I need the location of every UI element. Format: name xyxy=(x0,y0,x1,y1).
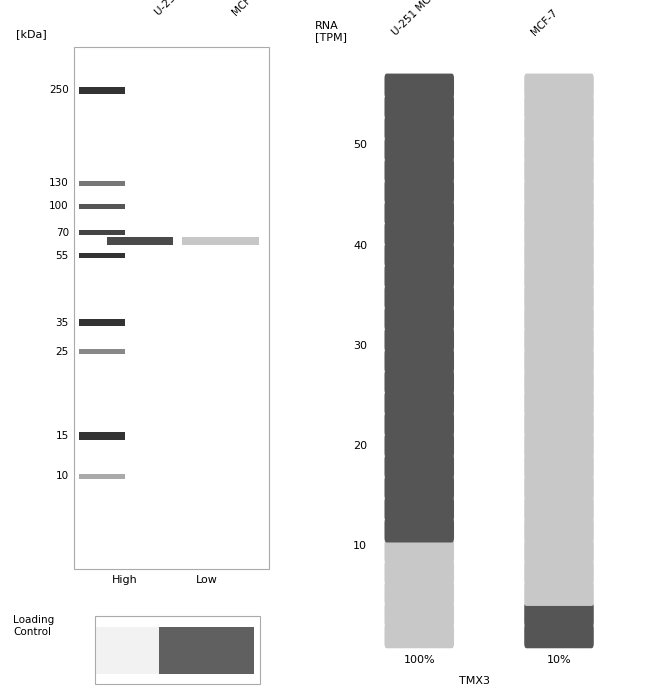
Text: TMX3: TMX3 xyxy=(459,676,490,685)
FancyBboxPatch shape xyxy=(385,581,454,606)
FancyBboxPatch shape xyxy=(524,180,594,204)
FancyBboxPatch shape xyxy=(79,253,125,258)
Text: 130: 130 xyxy=(49,178,69,188)
Text: 100%: 100% xyxy=(404,655,435,665)
FancyBboxPatch shape xyxy=(524,116,594,140)
FancyBboxPatch shape xyxy=(524,624,594,648)
FancyBboxPatch shape xyxy=(385,475,454,500)
FancyBboxPatch shape xyxy=(385,497,454,521)
FancyBboxPatch shape xyxy=(524,158,594,183)
FancyBboxPatch shape xyxy=(524,328,594,352)
Text: 250: 250 xyxy=(49,86,69,95)
FancyBboxPatch shape xyxy=(524,73,594,98)
FancyBboxPatch shape xyxy=(385,243,454,267)
FancyBboxPatch shape xyxy=(524,137,594,162)
FancyBboxPatch shape xyxy=(385,158,454,183)
FancyBboxPatch shape xyxy=(524,455,594,479)
FancyBboxPatch shape xyxy=(79,432,125,439)
Text: 55: 55 xyxy=(55,251,69,261)
Text: 100: 100 xyxy=(49,202,69,211)
FancyBboxPatch shape xyxy=(524,560,594,585)
FancyBboxPatch shape xyxy=(75,47,269,569)
FancyBboxPatch shape xyxy=(385,433,454,458)
Text: MCF-7: MCF-7 xyxy=(530,8,560,38)
FancyBboxPatch shape xyxy=(524,475,594,500)
FancyBboxPatch shape xyxy=(385,539,454,564)
Text: [kDa]: [kDa] xyxy=(16,30,47,39)
FancyBboxPatch shape xyxy=(385,73,454,98)
Text: 15: 15 xyxy=(55,430,69,441)
Text: 35: 35 xyxy=(55,318,69,328)
FancyBboxPatch shape xyxy=(79,86,125,94)
FancyBboxPatch shape xyxy=(79,204,125,209)
FancyBboxPatch shape xyxy=(524,391,594,415)
FancyBboxPatch shape xyxy=(524,603,594,627)
FancyBboxPatch shape xyxy=(385,518,454,542)
FancyBboxPatch shape xyxy=(79,474,125,479)
Text: U-251 MG: U-251 MG xyxy=(390,0,434,38)
FancyBboxPatch shape xyxy=(385,116,454,140)
Text: 10: 10 xyxy=(56,471,69,482)
FancyBboxPatch shape xyxy=(79,181,125,186)
FancyBboxPatch shape xyxy=(385,560,454,585)
Text: 25: 25 xyxy=(55,347,69,357)
Text: 30: 30 xyxy=(353,341,367,351)
FancyBboxPatch shape xyxy=(94,616,261,684)
FancyBboxPatch shape xyxy=(524,306,594,331)
Text: 20: 20 xyxy=(353,441,367,451)
FancyBboxPatch shape xyxy=(79,229,125,236)
FancyBboxPatch shape xyxy=(159,627,254,674)
FancyBboxPatch shape xyxy=(524,518,594,542)
FancyBboxPatch shape xyxy=(524,581,594,606)
FancyBboxPatch shape xyxy=(385,328,454,352)
FancyBboxPatch shape xyxy=(385,455,454,479)
FancyBboxPatch shape xyxy=(385,370,454,395)
FancyBboxPatch shape xyxy=(385,391,454,415)
FancyBboxPatch shape xyxy=(524,200,594,225)
FancyBboxPatch shape xyxy=(96,627,159,674)
FancyBboxPatch shape xyxy=(385,222,454,246)
FancyBboxPatch shape xyxy=(385,412,454,437)
FancyBboxPatch shape xyxy=(79,349,125,354)
FancyBboxPatch shape xyxy=(524,264,594,289)
FancyBboxPatch shape xyxy=(385,306,454,331)
FancyBboxPatch shape xyxy=(385,349,454,373)
FancyBboxPatch shape xyxy=(524,370,594,395)
FancyBboxPatch shape xyxy=(385,624,454,648)
FancyBboxPatch shape xyxy=(524,222,594,246)
FancyBboxPatch shape xyxy=(182,237,259,245)
Text: Loading
Control: Loading Control xyxy=(13,615,54,637)
FancyBboxPatch shape xyxy=(524,243,594,267)
Text: U-251 MG: U-251 MG xyxy=(153,0,196,18)
FancyBboxPatch shape xyxy=(385,95,454,120)
FancyBboxPatch shape xyxy=(524,412,594,437)
FancyBboxPatch shape xyxy=(385,180,454,204)
FancyBboxPatch shape xyxy=(524,349,594,373)
FancyBboxPatch shape xyxy=(385,200,454,225)
Text: 70: 70 xyxy=(56,227,69,238)
FancyBboxPatch shape xyxy=(385,137,454,162)
Text: 50: 50 xyxy=(353,140,367,151)
FancyBboxPatch shape xyxy=(385,285,454,310)
Text: High: High xyxy=(112,575,138,585)
Text: 10%: 10% xyxy=(547,655,571,665)
FancyBboxPatch shape xyxy=(524,95,594,120)
Text: MCF-7: MCF-7 xyxy=(230,0,261,18)
Text: Low: Low xyxy=(196,575,218,585)
FancyBboxPatch shape xyxy=(524,497,594,521)
FancyBboxPatch shape xyxy=(524,433,594,458)
FancyBboxPatch shape xyxy=(385,264,454,289)
Text: 40: 40 xyxy=(353,240,367,251)
FancyBboxPatch shape xyxy=(385,603,454,627)
FancyBboxPatch shape xyxy=(524,539,594,564)
FancyBboxPatch shape xyxy=(524,285,594,310)
FancyBboxPatch shape xyxy=(107,237,173,245)
Text: RNA
[TPM]: RNA [TPM] xyxy=(315,21,347,42)
FancyBboxPatch shape xyxy=(79,319,125,326)
Text: 10: 10 xyxy=(353,541,367,551)
